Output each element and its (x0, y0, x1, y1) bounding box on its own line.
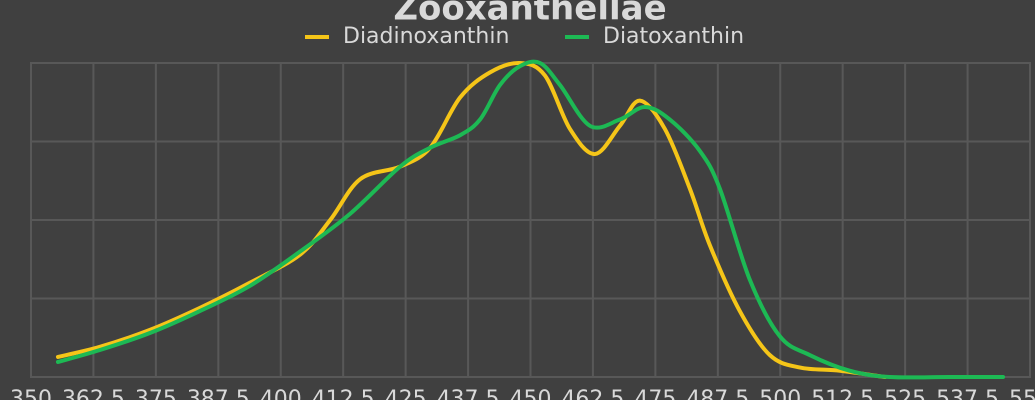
x-tick-label: 525 (884, 387, 926, 400)
legend-label: Diatoxanthin (603, 24, 744, 49)
x-tick-label: 412.5 (312, 387, 375, 400)
x-tick-label: 387.5 (187, 387, 250, 400)
x-tick-label: 475 (634, 387, 676, 400)
x-tick-label: 425 (385, 387, 427, 400)
x-tick-label: 350 (10, 387, 52, 400)
series-line (55, 59, 1006, 380)
x-tick-label: 462.5 (561, 387, 624, 400)
x-tick-label: 537.5 (936, 387, 999, 400)
legend-label: Diadinoxanthin (343, 24, 509, 49)
x-tick-label: 500 (759, 387, 801, 400)
series-line (55, 60, 888, 379)
x-tick-label: 450 (510, 387, 552, 400)
x-tick-label: 375 (135, 387, 177, 400)
x-tick-label: 362.5 (62, 387, 125, 400)
chart-title: Zooxanthellae (393, 0, 666, 29)
x-tick-label: 400 (260, 387, 302, 400)
x-tick-label: 512.5 (811, 387, 874, 400)
x-tick-label: 487.5 (686, 387, 749, 400)
x-tick-label: 437.5 (437, 387, 500, 400)
x-tick-label: 550 (1009, 387, 1035, 400)
